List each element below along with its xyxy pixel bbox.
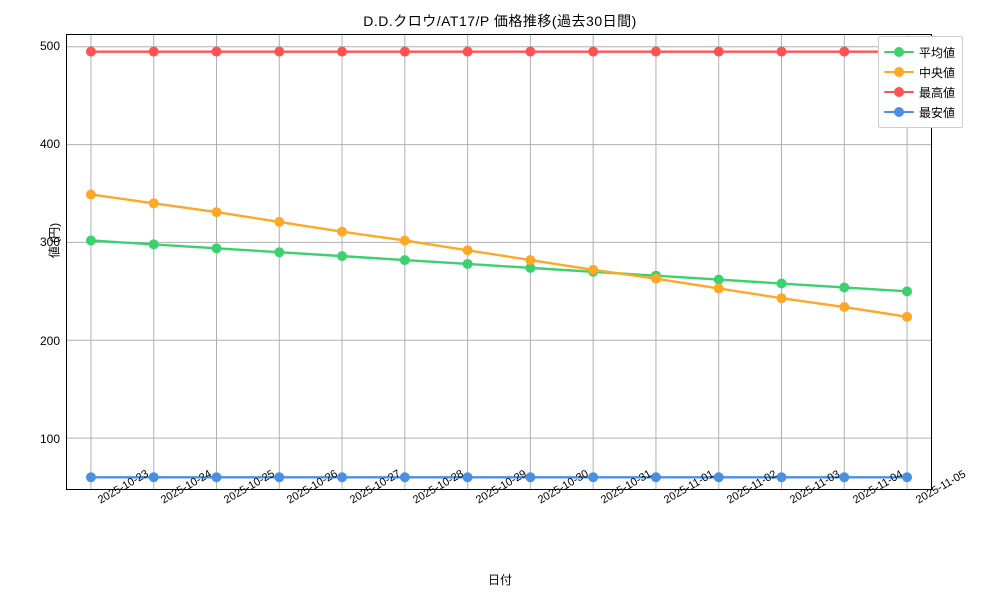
plot-area (66, 34, 932, 490)
data-point (776, 472, 787, 483)
y-axis-label: 値 (円) (47, 222, 62, 259)
data-point (399, 255, 410, 266)
x-axis-tick-label: 2025-10-26 (284, 467, 340, 507)
data-point (337, 46, 348, 57)
series-最高値 (85, 46, 913, 57)
data-point (525, 46, 536, 57)
legend-item-label: 最安値 (919, 105, 956, 120)
data-point (650, 273, 661, 284)
data-point (274, 216, 285, 227)
data-point (462, 472, 473, 483)
data-point (148, 46, 159, 57)
legend-item-label: 中央値 (919, 65, 956, 80)
data-point (839, 46, 850, 57)
data-point (211, 46, 222, 57)
x-axis-tick-label: 2025-10-30 (536, 467, 592, 507)
x-axis-label: 日付 (487, 573, 512, 587)
data-point (85, 189, 96, 200)
y-axis-tick-labels: 100 200 300 400 500 (0, 34, 60, 490)
x-axis-tick-label: 2025-11-02 (725, 468, 780, 507)
data-point (211, 243, 222, 254)
chart-legend: 平均値中央値最高値最安値 (878, 36, 964, 128)
data-point (713, 472, 724, 483)
data-point (839, 302, 850, 312)
x-axis-tick-label: 2025-11-05 (914, 468, 969, 507)
data-point (85, 235, 96, 246)
data-point (776, 293, 787, 304)
legend-marker-icon (884, 65, 914, 79)
legend-marker-icon (884, 85, 914, 99)
data-point (588, 472, 599, 483)
data-point (776, 46, 787, 57)
data-point (274, 472, 285, 483)
data-point (902, 472, 913, 483)
x-axis-tick-label: 2025-10-23 (96, 467, 151, 507)
series-中央値 (85, 189, 913, 322)
y-axis-tick-label: 500 (39, 38, 60, 53)
x-axis-tick-label: 2025-11-03 (788, 468, 843, 507)
series-平均値 (85, 235, 913, 297)
legend-item-最高値[interactable]: 最高値 (884, 82, 955, 102)
data-point (337, 472, 348, 483)
x-axis-tick-label: 2025-10-25 (221, 467, 277, 507)
legend-marker-icon (884, 45, 914, 59)
data-point (399, 472, 410, 483)
series-最安値 (85, 472, 913, 483)
data-point (337, 226, 348, 237)
legend-item-平均値[interactable]: 平均値 (884, 42, 955, 62)
data-point (713, 283, 724, 294)
data-point (148, 472, 159, 483)
y-axis-tick-label: 200 (39, 333, 60, 348)
data-point (85, 472, 96, 483)
data-point (839, 282, 850, 293)
legend-item-最安値[interactable]: 最安値 (884, 102, 955, 122)
legend-item-label: 平均値 (919, 45, 956, 60)
data-point (462, 46, 473, 57)
chart-title: D.D.クロウ/AT17/P 価格推移(過去30日間) (363, 13, 637, 29)
legend-item-中央値[interactable]: 中央値 (884, 62, 955, 82)
data-point (462, 258, 473, 269)
x-axis-tick-labels: 2025-10-23 2025-10-24 2025-10-25 2025-10-26… (66, 467, 969, 570)
data-point (525, 255, 536, 266)
data-point (211, 207, 222, 218)
x-axis-tick-label: 2025-10-29 (473, 467, 529, 507)
legend-marker-icon (884, 105, 914, 119)
data-point (399, 235, 410, 246)
data-point (462, 245, 473, 256)
data-point (525, 262, 536, 273)
data-point (399, 46, 410, 57)
data-point (274, 247, 285, 258)
data-point (525, 472, 536, 483)
series-line (89, 193, 909, 318)
x-axis-tick-label: 2025-11-01 (662, 468, 717, 507)
x-axis-tick-label: 2025-10-28 (410, 467, 466, 507)
y-axis-tick-label: 300 (39, 235, 60, 250)
x-axis-tick-label: 2025-11-04 (851, 468, 906, 507)
data-point (713, 274, 724, 285)
data-point (211, 472, 222, 483)
data-point (148, 198, 159, 209)
y-axis-tick-label: 400 (39, 137, 60, 152)
data-point (148, 239, 159, 250)
data-point (650, 46, 661, 57)
plot-canvas (67, 35, 931, 489)
data-point (902, 311, 913, 322)
data-point (776, 278, 787, 289)
data-point (337, 251, 348, 262)
data-point (588, 46, 599, 57)
data-point (650, 472, 661, 483)
data-point (85, 46, 96, 57)
data-point (274, 46, 285, 57)
data-point (902, 286, 913, 297)
data-point (588, 264, 599, 275)
legend-item-label: 最高値 (919, 85, 956, 100)
x-axis-tick-label: 2025-10-27 (347, 467, 403, 507)
x-axis-tick-label: 2025-10-31 (599, 467, 655, 507)
data-point (713, 46, 724, 57)
x-axis-tick-label: 2025-10-24 (158, 467, 214, 507)
series-line (89, 239, 909, 293)
y-axis-tick-label: 100 (39, 431, 60, 446)
data-point (839, 472, 850, 483)
